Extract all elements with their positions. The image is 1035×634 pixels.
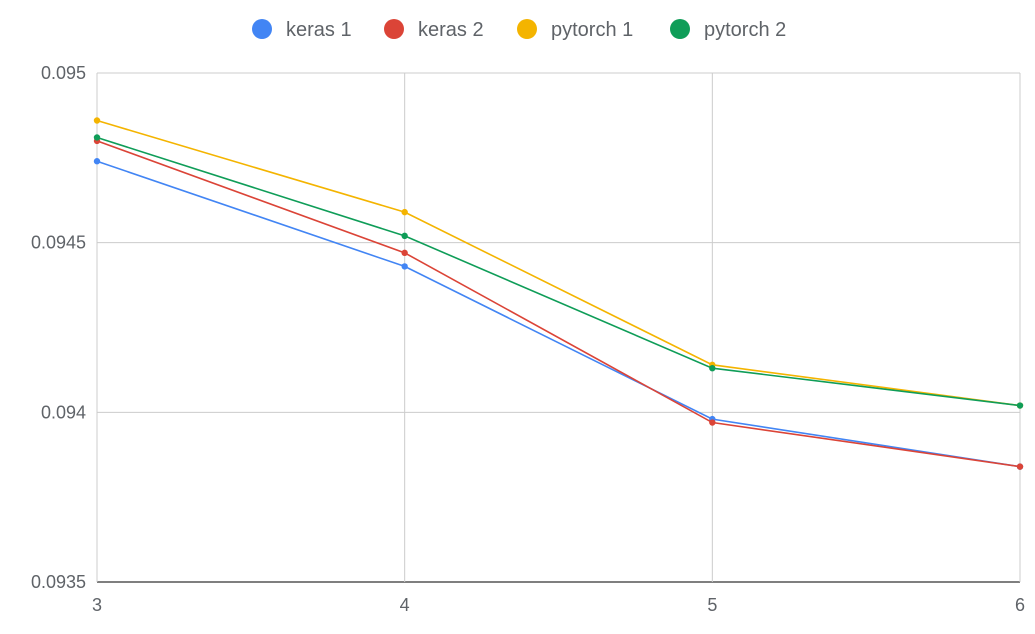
x-tick-label: 4 [400, 595, 410, 615]
legend-marker [517, 19, 537, 39]
data-point [709, 365, 716, 372]
y-tick-label: 0.094 [41, 402, 86, 422]
legend-label: keras 2 [418, 19, 484, 41]
series-line-keras-1 [96, 160, 1021, 468]
data-point [401, 263, 408, 270]
legend-marker [670, 19, 690, 39]
data-point [1016, 402, 1024, 409]
y-tick-label: 0.095 [41, 63, 86, 83]
y-tick-label: 0.0935 [31, 572, 86, 592]
data-point [1016, 463, 1024, 470]
legend-marker [252, 19, 272, 39]
legend-label: pytorch 1 [551, 19, 633, 41]
legend-label: keras 1 [286, 19, 352, 41]
data-point [709, 419, 716, 426]
data-point [93, 117, 101, 124]
series-line-keras-2 [96, 140, 1021, 468]
y-tick-label: 0.0945 [31, 233, 86, 253]
x-tick-label: 6 [1015, 595, 1025, 615]
series-line-pytorch-2 [96, 136, 1021, 407]
data-point [401, 232, 408, 240]
data-point [401, 249, 408, 257]
data-point [93, 158, 101, 165]
data-point [401, 208, 408, 216]
data-point [93, 134, 101, 141]
legend-label: pytorch 2 [704, 19, 786, 41]
x-tick-label: 3 [92, 595, 102, 615]
series-line-pytorch-1 [96, 119, 1021, 407]
x-tick-label: 5 [707, 595, 717, 615]
legend-marker [384, 19, 404, 39]
